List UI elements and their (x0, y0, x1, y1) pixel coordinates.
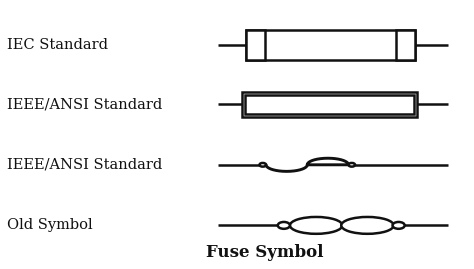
Text: IEC Standard: IEC Standard (8, 38, 109, 52)
Circle shape (278, 222, 290, 229)
Ellipse shape (290, 217, 342, 234)
Bar (246, 30, 265, 60)
Text: Fuse Symbol: Fuse Symbol (206, 244, 324, 261)
Bar (246, 95, 414, 114)
Bar (396, 30, 415, 60)
Circle shape (348, 163, 355, 167)
Text: Old Symbol: Old Symbol (8, 218, 93, 232)
Bar (242, 92, 417, 117)
Ellipse shape (341, 217, 394, 234)
Bar (246, 30, 415, 60)
Circle shape (392, 222, 405, 229)
Circle shape (259, 163, 266, 167)
Text: IEEE/ANSI Standard: IEEE/ANSI Standard (8, 158, 163, 172)
Text: IEEE/ANSI Standard: IEEE/ANSI Standard (8, 97, 163, 111)
